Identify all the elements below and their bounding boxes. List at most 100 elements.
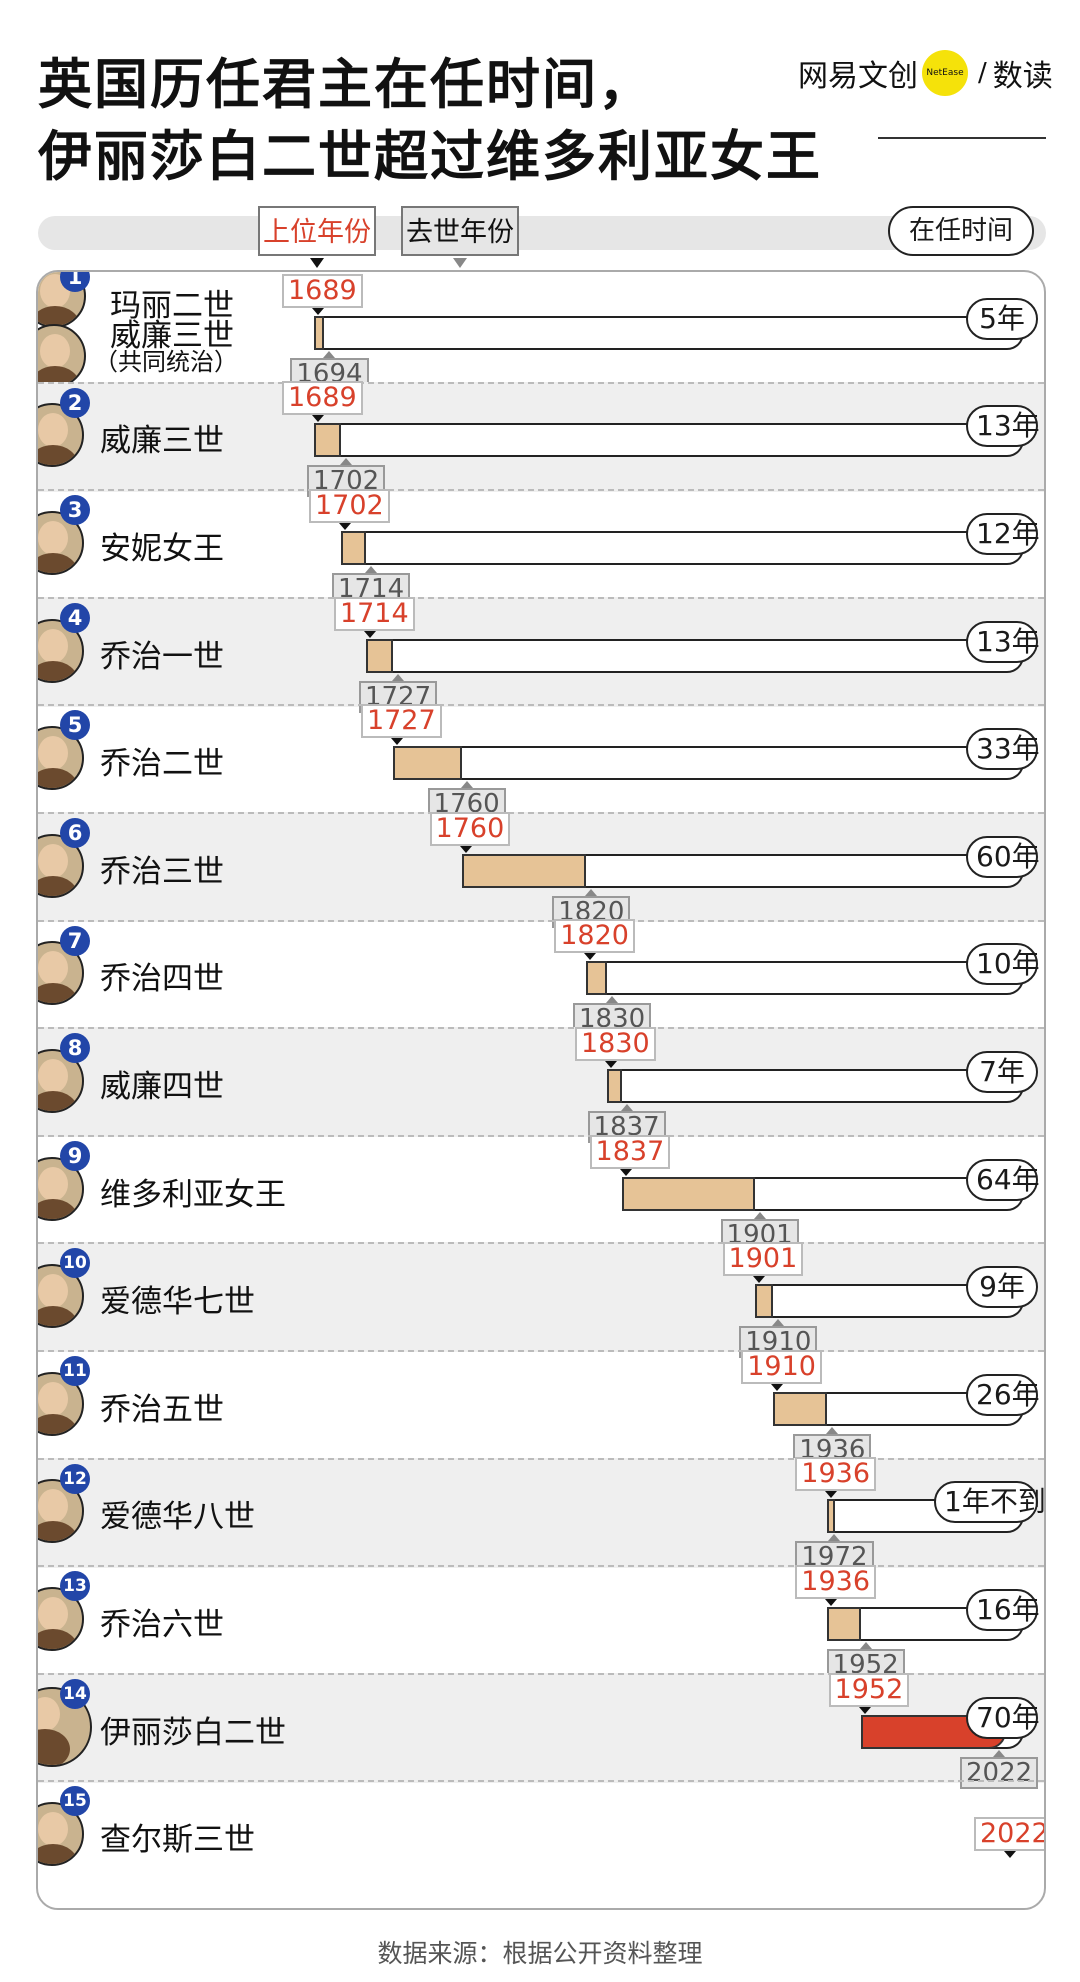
start-year-label: 1952 (828, 1672, 910, 1714)
start-year-label: 1689 (282, 273, 363, 315)
chart-title-line2: 伊丽莎白二世超过维多利亚女王 (38, 125, 822, 188)
reign-bar (773, 1391, 828, 1426)
brand-logo: 网易文创 NetEase / 数读 (798, 48, 1053, 98)
monarch-name: 维多利亚女王 (100, 1176, 286, 1213)
row-background (38, 1780, 1044, 1890)
reign-bar (365, 638, 393, 673)
duration-pill: 1年不到 (934, 1481, 1044, 1524)
duration-pill: 64年 (966, 1158, 1040, 1201)
rank-badge: 6 (60, 818, 90, 848)
chart-panel: 1 玛丽二世 威廉三世 （共同统治） 1689 1694 5年 2 威廉三世 1689 1702 13… (36, 270, 1046, 1910)
duration-pill: 33年 (966, 728, 1040, 771)
start-year-label: 1901 (722, 1242, 804, 1284)
duration-pill: 5年 (966, 297, 1038, 340)
row-background (38, 1134, 1044, 1245)
monarch-name: 乔治一世 (100, 638, 224, 675)
rank-badge: 8 (60, 1033, 90, 1064)
end-year-label: 2022 (960, 1749, 1039, 1789)
portrait-avatar (38, 323, 86, 388)
duration-pill: 13年 (966, 620, 1040, 663)
start-year-label: 1837 (589, 1134, 671, 1176)
timeline-track (392, 746, 1024, 781)
duration-pill: 10年 (966, 943, 1040, 986)
duration-pill: 9年 (966, 1266, 1038, 1309)
timeline-track (607, 1069, 1024, 1103)
rank-badge: 4 (60, 602, 90, 633)
title-rule (878, 137, 1046, 139)
rank-badge: 3 (60, 495, 90, 526)
duration-pill: 12年 (966, 513, 1040, 555)
monarch-name: 安妮女王 (100, 531, 224, 567)
monarch-name: 查尔斯三世 (100, 1822, 255, 1859)
start-year-label: 2022 (974, 1817, 1044, 1859)
brand-sub: 数读 (992, 59, 1053, 94)
timeline-track (586, 961, 1024, 996)
start-year-label: 1830 (575, 1027, 656, 1068)
row-background (38, 1565, 1044, 1675)
reign-bar (827, 1499, 836, 1534)
data-source: 数据来源：根据公开资料整理 (377, 1939, 703, 1968)
rank-badge: 10 (60, 1248, 90, 1279)
legend-end-year: 去世年份 (401, 206, 519, 268)
legend-start-year: 上位年份 (258, 206, 376, 268)
row-background (38, 489, 1044, 599)
start-year-label: 1689 (282, 381, 363, 423)
reign-bar (827, 1607, 861, 1641)
monarch-name: 伊丽莎白二世 (100, 1714, 286, 1751)
reign-bar (607, 1069, 622, 1103)
timeline-track (314, 315, 1024, 350)
portrait-avatar (38, 1264, 84, 1329)
legend-duration: 在任时间 (888, 206, 1034, 256)
rank-badge: 14 (60, 1678, 90, 1709)
monarch-name: 乔治五世 (100, 1391, 224, 1428)
duration-pill: 16年 (966, 1589, 1040, 1631)
rank-badge: 11 (60, 1356, 90, 1386)
reign-bar (461, 853, 587, 888)
rank-badge: 9 (60, 1140, 90, 1171)
monarch-name: 威廉三世 (100, 423, 224, 460)
start-year-label: 1702 (309, 489, 390, 530)
monarch-name: 乔治三世 (100, 853, 224, 890)
monarch-name: 乔治四世 (100, 961, 224, 998)
timeline-track (341, 531, 1024, 565)
start-year-label: 1727 (360, 704, 442, 746)
duration-pill: 70年 (966, 1696, 1040, 1739)
monarch-name: 威廉三世 (110, 318, 234, 354)
monarch-name: 玛丽二世 (110, 288, 234, 324)
rank-badge: 13 (60, 1571, 90, 1602)
reign-bar (314, 315, 325, 350)
rank-badge: 1 (60, 272, 90, 292)
portrait-avatar (38, 618, 84, 683)
reign-bar (314, 423, 341, 458)
row-background (38, 919, 1044, 1030)
co-reign-note: （共同统治） (94, 348, 238, 376)
monarch-name: 爱德华八世 (100, 1499, 255, 1536)
start-year-label: 1936 (795, 1457, 876, 1499)
chart-title-line1: 英国历任君主在任时间， (38, 53, 654, 116)
rank-badge: 5 (60, 710, 90, 741)
row-background (38, 704, 1044, 814)
start-year-label: 1820 (554, 919, 635, 961)
start-year-label: 1910 (741, 1349, 822, 1391)
monarch-name: 乔治二世 (100, 746, 224, 783)
reign-bar (341, 531, 366, 565)
duration-pill: 26年 (966, 1373, 1040, 1416)
brand-dot-icon: NetEase (922, 50, 968, 96)
rank-badge: 2 (60, 387, 90, 418)
rank-badge: 15 (60, 1786, 90, 1817)
duration-pill: 13年 (966, 405, 1040, 448)
start-year-label: 1714 (333, 596, 415, 638)
start-year-label: 1936 (795, 1565, 876, 1606)
legend-bar (38, 216, 1046, 250)
duration-pill: 60年 (966, 835, 1040, 878)
timeline-track (314, 423, 1024, 458)
reign-bar (392, 746, 462, 781)
rank-badge: 12 (60, 1463, 90, 1494)
reign-bar (754, 1284, 774, 1319)
brand-name: 网易文创 (798, 59, 918, 94)
monarch-name: 威廉四世 (100, 1069, 224, 1105)
timeline-track (365, 638, 1024, 673)
monarch-name: 乔治六世 (100, 1607, 224, 1643)
start-year-label: 1760 (429, 811, 511, 853)
duration-pill: 7年 (966, 1051, 1038, 1093)
